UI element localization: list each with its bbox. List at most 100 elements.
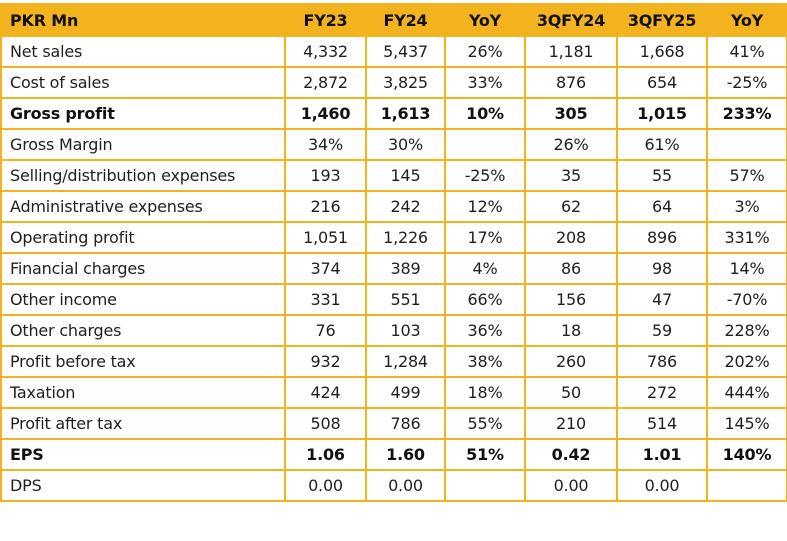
cell-yoy-quarterly: 14%	[706, 252, 787, 285]
row-label: Other income	[0, 283, 286, 316]
table-body: Net sales 4,332 5,437 26% 1,181 1,668 41% Cost …	[0, 35, 787, 502]
table-row: Financial charges 374 389 4% 86 98 14%	[0, 252, 787, 285]
cell-fy23: 331	[284, 283, 367, 316]
cell-fy23: 508	[284, 407, 367, 440]
cell-yoy-annual: 51%	[444, 438, 526, 471]
header-3qfy25: 3QFY25	[616, 3, 708, 37]
header-fy24: FY24	[365, 3, 446, 37]
cell-3qfy25: 59	[616, 314, 708, 347]
cell-yoy-quarterly: -25%	[706, 66, 787, 99]
cell-fy24: 145	[365, 159, 446, 192]
cell-yoy-annual: 38%	[444, 345, 526, 378]
cell-fy24: 551	[365, 283, 446, 316]
cell-3qfy24: 18	[524, 314, 618, 347]
row-label: Gross profit	[0, 97, 286, 130]
cell-3qfy25: 896	[616, 221, 708, 254]
table-row: Administrative expenses 216 242 12% 62 64 3%	[0, 190, 787, 223]
row-label: DPS	[0, 469, 286, 502]
cell-yoy-annual: 55%	[444, 407, 526, 440]
cell-yoy-annual	[444, 469, 526, 502]
cell-yoy-quarterly: -70%	[706, 283, 787, 316]
row-label: Net sales	[0, 35, 286, 68]
cell-yoy-annual: 33%	[444, 66, 526, 99]
cell-yoy-quarterly: 41%	[706, 35, 787, 68]
cell-yoy-quarterly	[706, 128, 787, 161]
row-label: EPS	[0, 438, 286, 471]
cell-yoy-quarterly: 444%	[706, 376, 787, 409]
header-3qfy24: 3QFY24	[524, 3, 618, 37]
cell-fy24: 30%	[365, 128, 446, 161]
cell-3qfy24: 305	[524, 97, 618, 130]
cell-3qfy24: 26%	[524, 128, 618, 161]
cell-fy23: 1.06	[284, 438, 367, 471]
cell-3qfy24: 0.42	[524, 438, 618, 471]
cell-fy23: 0.00	[284, 469, 367, 502]
cell-3qfy24: 156	[524, 283, 618, 316]
cell-fy24: 786	[365, 407, 446, 440]
cell-fy24: 0.00	[365, 469, 446, 502]
cell-yoy-annual: 12%	[444, 190, 526, 223]
cell-yoy-quarterly	[706, 469, 787, 502]
cell-fy23: 1,051	[284, 221, 367, 254]
cell-yoy-quarterly: 233%	[706, 97, 787, 130]
cell-fy23: 4,332	[284, 35, 367, 68]
cell-fy23: 216	[284, 190, 367, 223]
row-label: Other charges	[0, 314, 286, 347]
table-row: Gross profit 1,460 1,613 10% 305 1,015 233%	[0, 97, 787, 130]
cell-yoy-annual: 17%	[444, 221, 526, 254]
table-row: EPS 1.06 1.60 51% 0.42 1.01 140%	[0, 438, 787, 471]
table-row: Profit before tax 932 1,284 38% 260 786 202%	[0, 345, 787, 378]
table-row: Selling/distribution expenses 193 145 -25% 3…	[0, 159, 787, 192]
cell-fy23: 76	[284, 314, 367, 347]
cell-fy24: 1,284	[365, 345, 446, 378]
cell-3qfy24: 210	[524, 407, 618, 440]
row-label: Operating profit	[0, 221, 286, 254]
row-label: Financial charges	[0, 252, 286, 285]
cell-fy24: 1,226	[365, 221, 446, 254]
cell-3qfy25: 514	[616, 407, 708, 440]
cell-3qfy25: 64	[616, 190, 708, 223]
cell-3qfy24: 35	[524, 159, 618, 192]
cell-yoy-quarterly: 57%	[706, 159, 787, 192]
table-row: Taxation 424 499 18% 50 272 444%	[0, 376, 787, 409]
cell-fy24: 5,437	[365, 35, 446, 68]
cell-yoy-quarterly: 202%	[706, 345, 787, 378]
table-row: Operating profit 1,051 1,226 17% 208 896 331%	[0, 221, 787, 254]
cell-fy23: 34%	[284, 128, 367, 161]
cell-3qfy25: 0.00	[616, 469, 708, 502]
cell-fy23: 932	[284, 345, 367, 378]
table-row: Other income 331 551 66% 156 47 -70%	[0, 283, 787, 316]
cell-3qfy24: 1,181	[524, 35, 618, 68]
header-fy23: FY23	[284, 3, 367, 37]
cell-3qfy25: 47	[616, 283, 708, 316]
cell-yoy-quarterly: 331%	[706, 221, 787, 254]
cell-yoy-quarterly: 3%	[706, 190, 787, 223]
cell-yoy-annual: 36%	[444, 314, 526, 347]
table-row: Gross Margin 34% 30% 26% 61%	[0, 128, 787, 161]
cell-3qfy24: 0.00	[524, 469, 618, 502]
header-row: PKR Mn FY23 FY24 YoY 3QFY24 3QFY25 YoY	[0, 3, 787, 37]
cell-yoy-annual: 26%	[444, 35, 526, 68]
cell-3qfy25: 1,015	[616, 97, 708, 130]
row-label: Cost of sales	[0, 66, 286, 99]
cell-fy23: 374	[284, 252, 367, 285]
cell-fy24: 3,825	[365, 66, 446, 99]
cell-3qfy25: 272	[616, 376, 708, 409]
cell-yoy-annual: 10%	[444, 97, 526, 130]
cell-fy24: 499	[365, 376, 446, 409]
cell-yoy-annual: 4%	[444, 252, 526, 285]
cell-fy24: 242	[365, 190, 446, 223]
cell-3qfy25: 61%	[616, 128, 708, 161]
cell-3qfy24: 208	[524, 221, 618, 254]
cell-3qfy25: 786	[616, 345, 708, 378]
cell-3qfy24: 876	[524, 66, 618, 99]
table-row: Net sales 4,332 5,437 26% 1,181 1,668 41%	[0, 35, 787, 68]
header-yoy-annual: YoY	[444, 3, 526, 37]
header-unit: PKR Mn	[0, 3, 286, 37]
cell-fy24: 1,613	[365, 97, 446, 130]
cell-3qfy25: 98	[616, 252, 708, 285]
cell-fy23: 2,872	[284, 66, 367, 99]
cell-fy23: 424	[284, 376, 367, 409]
cell-3qfy24: 86	[524, 252, 618, 285]
cell-yoy-annual: -25%	[444, 159, 526, 192]
